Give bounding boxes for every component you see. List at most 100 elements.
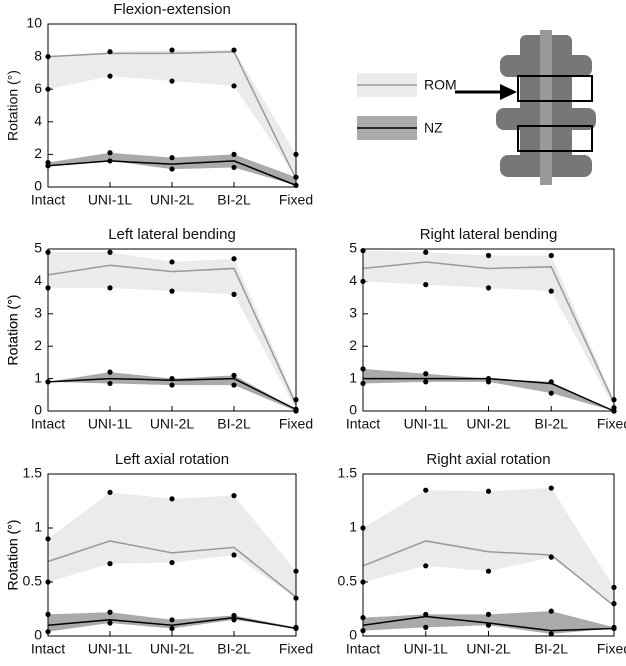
x-tick-label: UNI-1L [404, 416, 449, 432]
range-dot [231, 552, 237, 558]
x-tick-label: BI-2L [217, 416, 251, 432]
range-dot [548, 390, 554, 396]
x-tick-label: UNI-1L [88, 416, 133, 432]
panel: Left lateral bending Rotation (°) 0 1 2 3 4 5 In… [5, 226, 313, 432]
spinous-process [540, 30, 552, 185]
x-tick-label: Intact [346, 416, 380, 432]
panel: Right lateral bending Rotation (°) 0 1 2 3 4 5 I… [5, 226, 626, 432]
y-tick-label: 0 [349, 402, 357, 418]
x-tick-label: Intact [31, 192, 65, 208]
y-tick-label: 0 [34, 627, 42, 643]
range-dot [107, 285, 113, 291]
range-dot [107, 561, 113, 567]
range-dot [231, 612, 237, 619]
y-axis-label: Rotation (°) [5, 295, 21, 366]
range-dot [169, 47, 175, 53]
x-tick-label: UNI-2L [466, 641, 511, 657]
chart-title: Right axial rotation [426, 451, 550, 468]
y-axis-label: Rotation (°) [5, 520, 21, 591]
x-tick-label: BI-2L [535, 416, 569, 432]
y-tick-label: 1.5 [23, 465, 43, 481]
range-band [363, 488, 614, 604]
range-dot [423, 563, 429, 569]
y-tick-label: 5 [349, 240, 357, 256]
range-dot [423, 379, 429, 385]
spine-diagram [455, 30, 596, 185]
x-tick-label: UNI-1L [88, 641, 133, 657]
chart-title: Left lateral bending [108, 226, 236, 243]
y-axis-label: Rotation (°) [5, 520, 21, 591]
range-dot [169, 382, 175, 388]
range-dot [485, 488, 492, 494]
range-dot [231, 291, 237, 297]
range-dot [169, 617, 175, 623]
y-tick-label: 10 [26, 15, 42, 31]
range-dot [548, 608, 554, 614]
mean-line [47, 160, 297, 187]
range-dot [107, 49, 113, 55]
y-tick-label: 0.5 [23, 573, 43, 589]
range-dot [107, 150, 113, 156]
chart-title: Right lateral bending [420, 226, 558, 243]
range-dot [485, 285, 492, 291]
y-tick-label: 2 [34, 145, 42, 161]
x-tick-label: BI-2L [217, 192, 251, 208]
range-dot [548, 252, 554, 259]
y-axis-label: Rotation (°) [5, 70, 21, 141]
panel: Left axial rotation Rotation (°) 0 0.5 1 1.5 I… [5, 451, 313, 657]
x-tick-label: Intact [31, 641, 65, 657]
range-dot [423, 624, 429, 630]
range-dot [548, 288, 554, 294]
y-tick-label: 5 [34, 240, 42, 256]
x-tick-label: UNI-2L [150, 641, 195, 657]
y-axis-label: Rotation (°) [5, 295, 21, 366]
range-dot [231, 256, 237, 262]
y-tick-label: 0 [349, 627, 357, 643]
range-dot [107, 380, 113, 387]
range-dot [423, 487, 429, 493]
x-tick-label: BI-2L [535, 641, 569, 657]
y-tick-label: 6 [34, 80, 42, 96]
x-tick-label: Fixed [597, 641, 626, 657]
range-dot [169, 259, 175, 265]
range-dot [423, 249, 429, 255]
x-tick-label: UNI-1L [404, 641, 449, 657]
y-tick-label: 1.5 [338, 465, 358, 481]
legend: ROM NZ [357, 73, 457, 140]
mean-line [47, 540, 297, 598]
range-dot [107, 620, 113, 626]
y-tick-label: 1 [34, 369, 42, 385]
range-dot [231, 83, 237, 89]
segment-box [517, 75, 593, 102]
y-tick-label: 0 [34, 402, 42, 418]
legend-label: ROM [424, 77, 457, 93]
mean-line [362, 261, 615, 404]
y-tick-label: 1 [349, 369, 357, 385]
x-tick-label: Fixed [279, 416, 313, 432]
range-dot [485, 611, 492, 618]
y-tick-label: 0 [34, 178, 42, 194]
mean-line [47, 616, 297, 630]
panel: Right axial rotation Rotation (°) 0 0.5 1 1.5… [5, 451, 626, 657]
y-tick-label: 8 [34, 47, 42, 63]
range-dot [169, 496, 175, 502]
range-dot [231, 47, 237, 53]
range-dot [231, 372, 237, 378]
x-tick-label: Fixed [279, 192, 313, 208]
range-dot [107, 609, 113, 615]
range-dot [107, 73, 113, 79]
range-dot [169, 288, 175, 294]
range-dot [231, 382, 237, 388]
y-tick-label: 2 [34, 337, 42, 353]
range-dot [548, 554, 554, 560]
range-dot [169, 625, 175, 632]
range-dot [423, 371, 429, 377]
x-tick-label: Fixed [597, 416, 626, 432]
range-dot [548, 485, 554, 491]
chart-title: Flexion-extension [113, 1, 231, 18]
mean-line [47, 50, 297, 180]
x-tick-label: UNI-2L [466, 416, 511, 432]
range-dot [169, 559, 175, 566]
range-dot [485, 252, 492, 259]
